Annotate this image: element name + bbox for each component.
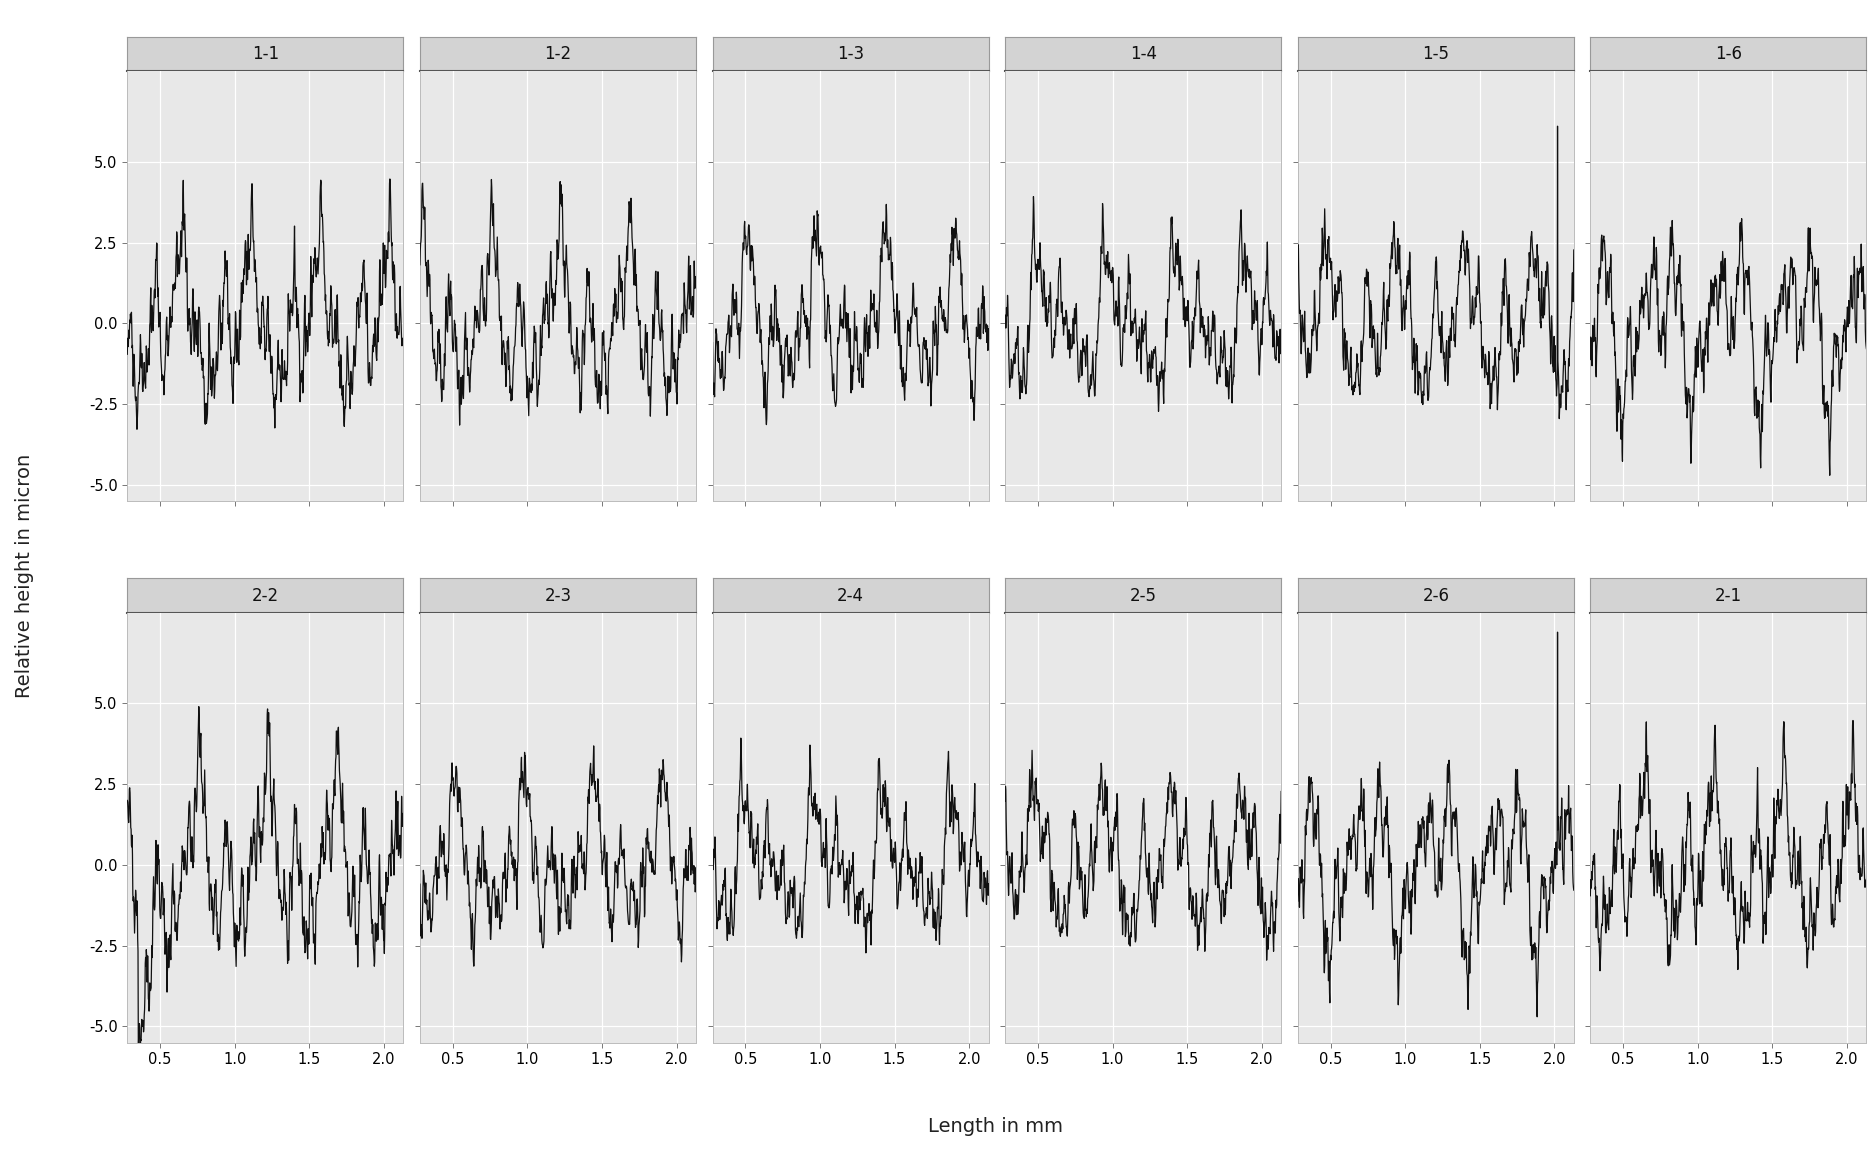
Text: 1-2: 1-2 (545, 45, 571, 63)
Text: 1-1: 1-1 (251, 45, 279, 63)
Text: 2-1: 2-1 (1715, 586, 1743, 605)
Text: 1-5: 1-5 (1423, 45, 1449, 63)
Text: 1-4: 1-4 (1129, 45, 1157, 63)
Text: 2-2: 2-2 (251, 586, 279, 605)
Text: 2-4: 2-4 (837, 586, 865, 605)
Text: 2-3: 2-3 (545, 586, 571, 605)
Text: Length in mm: Length in mm (929, 1117, 1063, 1136)
Text: 1-3: 1-3 (837, 45, 865, 63)
Text: Relative height in micron: Relative height in micron (15, 454, 34, 698)
Text: 2-6: 2-6 (1423, 586, 1449, 605)
Text: 1-6: 1-6 (1715, 45, 1741, 63)
Text: 2-5: 2-5 (1129, 586, 1157, 605)
